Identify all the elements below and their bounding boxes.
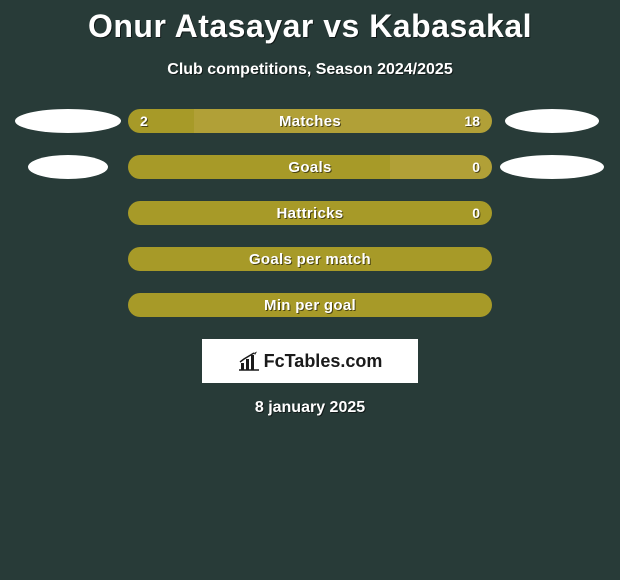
brand-logo: FcTables.com xyxy=(202,339,418,383)
stat-bar: 0Hattricks xyxy=(128,201,492,225)
stat-bar: 218Matches xyxy=(128,109,492,133)
bar-chart-icon xyxy=(238,351,260,371)
stat-right-value: 0 xyxy=(472,155,480,179)
left-avatar-ellipse xyxy=(28,155,108,179)
left-avatar-slot xyxy=(8,109,128,133)
right-avatar-ellipse xyxy=(500,155,604,179)
stat-bar-right-segment xyxy=(194,109,492,133)
stat-bar-left-segment xyxy=(128,155,390,179)
stat-row: 0Hattricks xyxy=(8,201,612,225)
right-avatar-slot xyxy=(492,155,612,179)
generated-date: 8 january 2025 xyxy=(0,399,620,417)
comparison-chart: 218Matches0Goals0HattricksGoals per matc… xyxy=(0,109,620,317)
right-avatar-ellipse xyxy=(505,109,599,133)
stat-row: 0Goals xyxy=(8,155,612,179)
stat-bar-left-segment xyxy=(128,293,492,317)
stat-row: 218Matches xyxy=(8,109,612,133)
stat-bar: Goals per match xyxy=(128,247,492,271)
stat-row: Goals per match xyxy=(8,247,612,271)
left-avatar-ellipse xyxy=(15,109,121,133)
stat-left-value: 2 xyxy=(140,109,148,133)
stat-bar: Min per goal xyxy=(128,293,492,317)
right-avatar-slot xyxy=(492,109,612,133)
page-subtitle: Club competitions, Season 2024/2025 xyxy=(0,61,620,79)
stat-row: Min per goal xyxy=(8,293,612,317)
stat-right-value: 18 xyxy=(464,109,480,133)
stat-bar-left-segment xyxy=(128,109,194,133)
left-avatar-slot xyxy=(8,155,128,179)
brand-text: FcTables.com xyxy=(264,351,383,372)
stat-right-value: 0 xyxy=(472,201,480,225)
stat-bar-left-segment xyxy=(128,247,492,271)
page-title: Onur Atasayar vs Kabasakal xyxy=(0,0,620,45)
stat-bar: 0Goals xyxy=(128,155,492,179)
stat-bar-left-segment xyxy=(128,201,492,225)
